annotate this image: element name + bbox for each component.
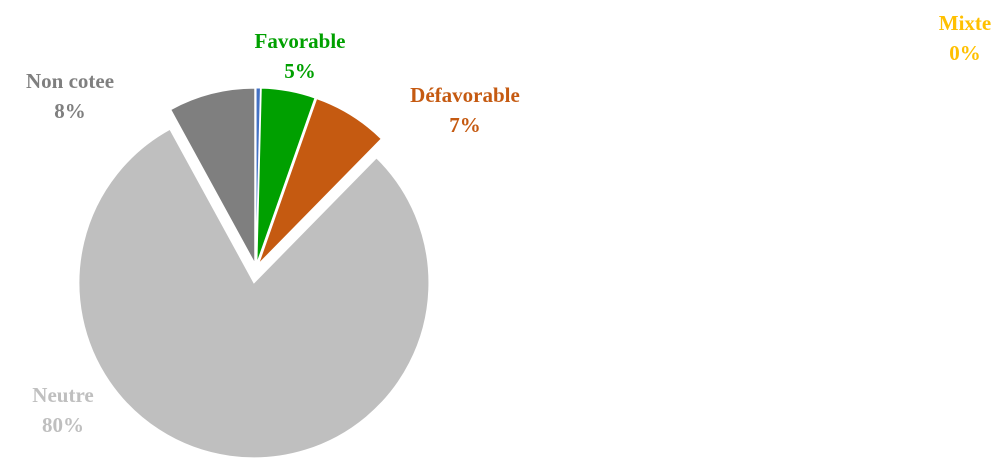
- pie-slice: [78, 128, 430, 459]
- slice-label: Non cotee: [26, 69, 114, 93]
- slice-value-label: 5%: [284, 59, 316, 83]
- slice-value-label: 80%: [42, 413, 84, 437]
- slice-label: Défavorable: [410, 83, 520, 107]
- pie-slice: [256, 87, 316, 264]
- slice-label: Neutre: [32, 383, 93, 407]
- pie-slice: [258, 98, 382, 265]
- slice-value-label: 0%: [949, 41, 981, 65]
- pie-slice: [255, 87, 261, 264]
- slice-value-label: 7%: [449, 113, 481, 137]
- slice-label: Mixte: [939, 11, 991, 35]
- slice-value-label: 8%: [54, 99, 86, 123]
- slice-label: Favorable: [255, 29, 346, 53]
- pie-slice: [170, 87, 256, 264]
